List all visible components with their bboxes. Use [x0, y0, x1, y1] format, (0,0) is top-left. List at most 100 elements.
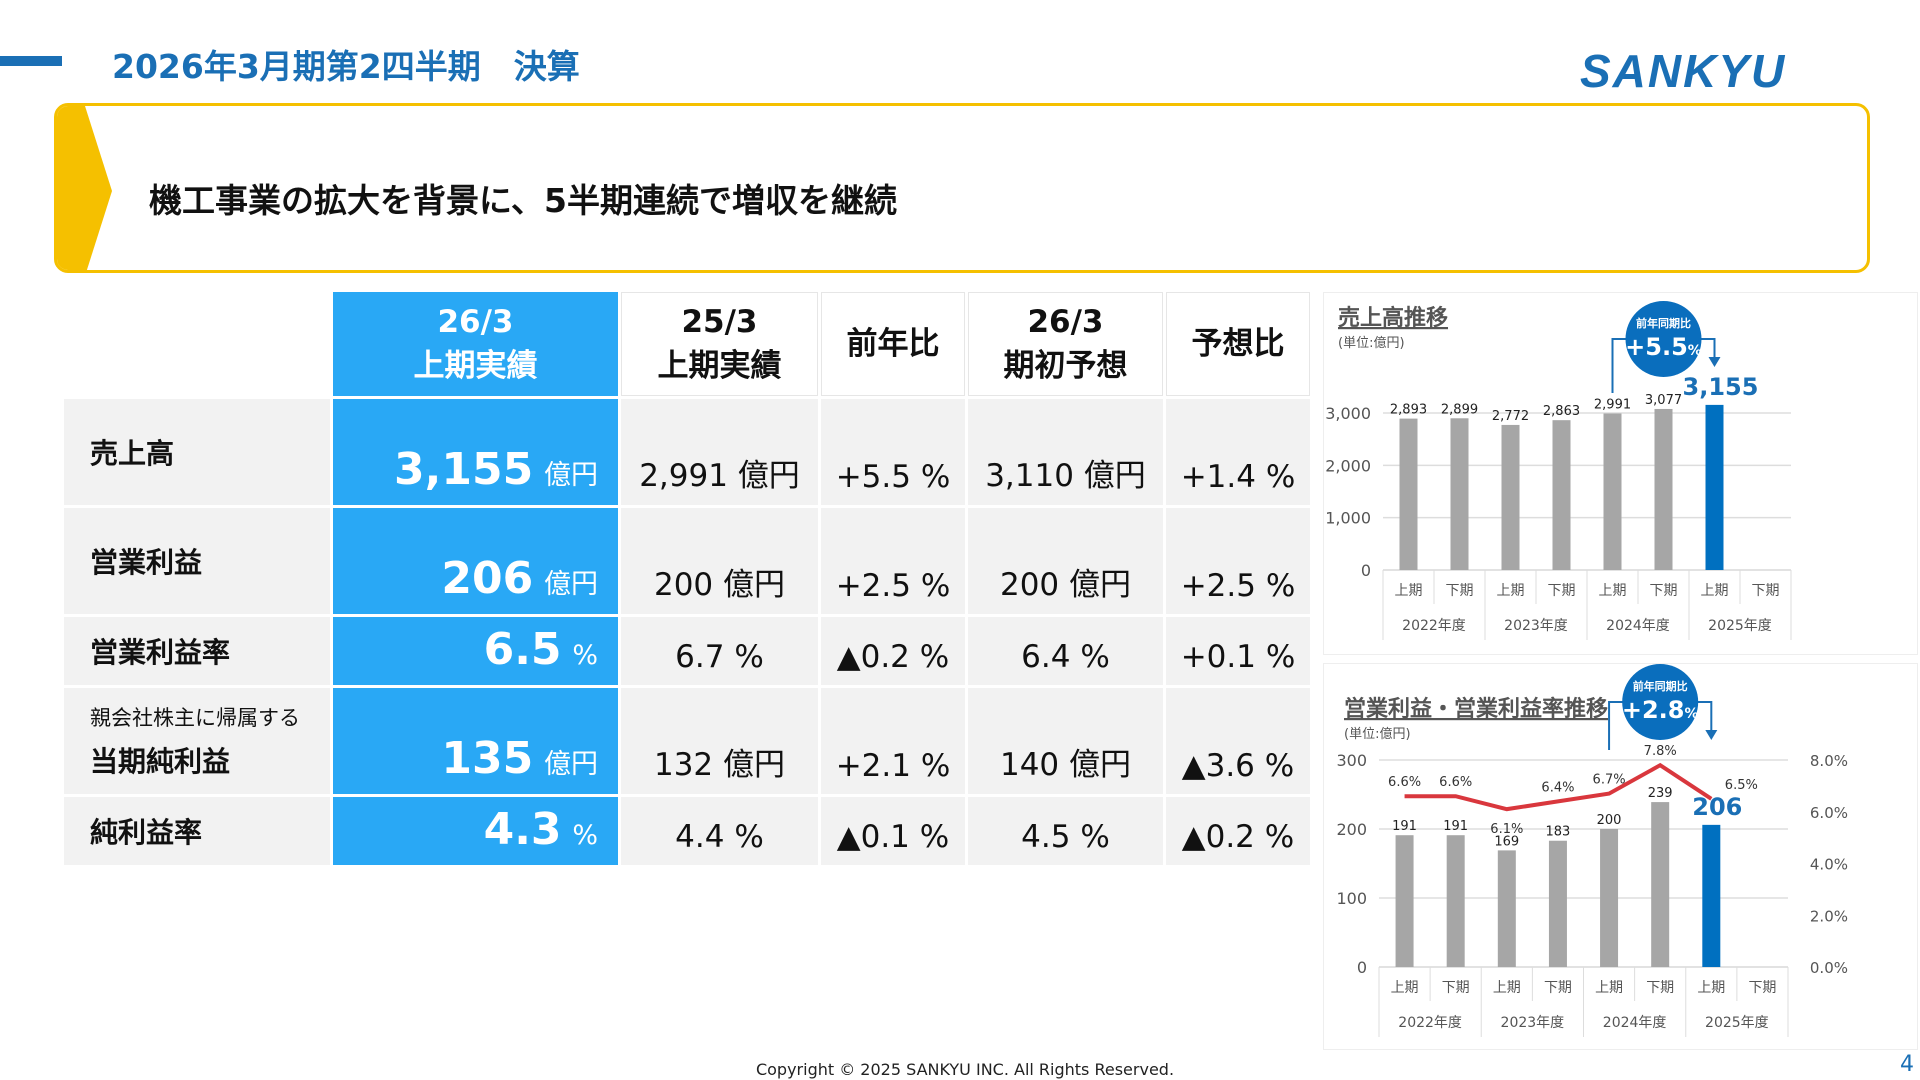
y2-tick-label: 0.0% — [1810, 959, 1848, 977]
bar-value-label: 183 — [1546, 825, 1571, 840]
callout-label: 前年同期比 — [1633, 679, 1688, 693]
y2-tick-label: 8.0% — [1810, 752, 1848, 770]
x-tick-label: 上期 — [1599, 583, 1627, 599]
row-label: 営業利益 — [64, 508, 330, 614]
column-header: 25/3 上期実績 — [621, 292, 818, 396]
table-cell: 6.7 % — [621, 617, 818, 685]
table-cell: ▲0.2 % — [1166, 797, 1310, 865]
callout-badge — [1622, 664, 1699, 740]
line-value-label: 7.8% — [1644, 744, 1677, 759]
row-label: 親会社株主に帰属する 当期純利益 — [64, 688, 330, 794]
table-cell: 132 億円 — [621, 688, 818, 794]
table-row: 売上高 3,155 億円 2,991 億円 +5.5 % 3,110 億円 +1.4 % — [64, 399, 1310, 505]
x-tick-label: 下期 — [1446, 583, 1474, 599]
table-cell: +2.5 % — [1166, 508, 1310, 614]
x-tick-label: 下期 — [1748, 980, 1776, 996]
bar — [1497, 850, 1516, 967]
bar — [1702, 824, 1721, 967]
sankyu-logo: SANKYU — [1580, 45, 1787, 97]
y-tick-label: 0 — [1357, 958, 1367, 977]
table-row: 親会社株主に帰属する 当期純利益 135 億円 132 億円 +2.1 % 140 億円 ▲… — [64, 688, 1310, 794]
bar — [1395, 835, 1414, 967]
bar — [1600, 829, 1619, 967]
bar — [1552, 420, 1571, 570]
x-group-label: 2025年度 — [1708, 618, 1772, 634]
page-number: 4 — [1900, 1052, 1914, 1077]
bar — [1705, 404, 1724, 570]
line-value-label: 6.7% — [1593, 773, 1626, 788]
x-tick-label: 上期 — [1697, 980, 1725, 996]
line-value-label: 6.6% — [1388, 775, 1421, 790]
row-label: 売上高 — [64, 399, 330, 505]
table-cell: 3,155 億円 — [333, 399, 618, 505]
table-row: 営業利益 206 億円 200 億円 +2.5 % 200 億円 +2.5 % — [64, 508, 1310, 614]
copyright: Copyright © 2025 SANKYU INC. All Rights … — [755, 1060, 1175, 1079]
y2-tick-label: 2.0% — [1810, 907, 1848, 925]
header-accent-bar — [0, 56, 62, 66]
bar-value-label: 200 — [1597, 813, 1622, 828]
table-header-row: 26/3 上期実績 25/3 上期実績 前年比 26/3 期初予想 予想比 — [64, 292, 1310, 396]
bar — [1399, 418, 1418, 570]
x-group-label: 2024年度 — [1603, 1015, 1667, 1031]
x-tick-label: 上期 — [1595, 980, 1623, 996]
x-tick-label: 下期 — [1548, 583, 1576, 599]
table-cell: +2.1 % — [821, 688, 965, 794]
y2-tick-label: 4.0% — [1810, 856, 1848, 874]
callout-badge — [1625, 301, 1702, 377]
bar-value-label: 191 — [1392, 819, 1417, 834]
table-cell: 6.4 % — [968, 617, 1163, 685]
column-header: 予想比 — [1166, 292, 1310, 396]
line-value-label: 6.5% — [1725, 778, 1758, 793]
x-group-label: 2022年度 — [1398, 1015, 1462, 1031]
x-tick-label: 下期 — [1442, 980, 1470, 996]
table-cell: +2.5 % — [821, 508, 965, 614]
y-tick-label: 2,000 — [1325, 456, 1371, 475]
bar-value-label: 2,893 — [1390, 403, 1427, 418]
x-tick-label: 下期 — [1650, 583, 1678, 599]
line-value-label: 6.1% — [1490, 822, 1523, 837]
y-tick-label: 1,000 — [1325, 509, 1371, 528]
table-cell: ▲0.1 % — [821, 797, 965, 865]
line-value-label: 6.4% — [1541, 780, 1574, 795]
results-table: 26/3 上期実績 25/3 上期実績 前年比 26/3 期初予想 予想比 売上高 3,155 億… — [61, 289, 1313, 868]
table-row: 純利益率 4.3 % 4.4 % ▲0.1 % 4.5 % ▲0.2 % — [64, 797, 1310, 865]
bar — [1446, 835, 1465, 967]
x-group-label: 2022年度 — [1402, 618, 1466, 634]
table-cell: 140 億円 — [968, 688, 1163, 794]
bar — [1651, 802, 1670, 967]
bar-value-label: 191 — [1443, 819, 1468, 834]
x-tick-label: 上期 — [1493, 980, 1521, 996]
table-cell: ▲0.2 % — [821, 617, 965, 685]
bar-value-label: 3,077 — [1645, 393, 1682, 408]
bar — [1450, 418, 1469, 570]
bar — [1548, 840, 1567, 967]
table-cell: 200 億円 — [621, 508, 818, 614]
table-cell: +1.4 % — [1166, 399, 1310, 505]
row-label: 営業利益率 — [64, 617, 330, 685]
x-group-label: 2023年度 — [1504, 618, 1568, 634]
x-group-label: 2023年度 — [1501, 1015, 1565, 1031]
chart-title: 売上高推移 — [1338, 305, 1448, 331]
column-header: 26/3 期初予想 — [968, 292, 1163, 396]
y2-tick-label: 6.0% — [1810, 804, 1848, 822]
y-tick-label: 200 — [1336, 820, 1367, 839]
bar — [1654, 408, 1673, 570]
x-group-label: 2024年度 — [1606, 618, 1670, 634]
x-tick-label: 下期 — [1544, 980, 1572, 996]
headline-banner: 機工事業の拡大を背景に、5半期連続で増収を継続 — [54, 103, 1870, 273]
sales-chart-panel: 売上高推移 (単位:億円) 0 1,000 2,000 3,000 上期 下期 上期 下期 上期 下期… — [1323, 292, 1918, 655]
table-cell: 3,110 億円 — [968, 399, 1163, 505]
bar — [1501, 424, 1520, 570]
bar-value-label: 2,863 — [1543, 404, 1580, 419]
x-tick-label: 上期 — [1701, 583, 1729, 599]
headline-text: 機工事業の拡大を背景に、5半期連続で増収を継続 — [149, 181, 897, 220]
table-cell: ▲3.6 % — [1166, 688, 1310, 794]
column-header: 前年比 — [821, 292, 965, 396]
x-tick-label: 上期 — [1497, 583, 1525, 599]
bar-value-label: 2,899 — [1441, 402, 1478, 417]
bar-value-label: 239 — [1648, 786, 1673, 801]
table-cell: 200 億円 — [968, 508, 1163, 614]
x-tick-label: 上期 — [1395, 583, 1423, 599]
table-cell: 135 億円 — [333, 688, 618, 794]
bar-value-label: 169 — [1494, 834, 1519, 849]
